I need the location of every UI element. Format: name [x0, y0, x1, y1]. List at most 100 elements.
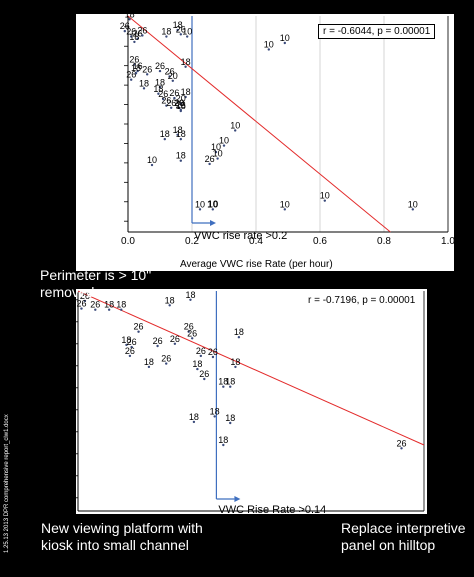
- data-point-label-24: 18: [225, 377, 235, 387]
- data-point-14: [134, 72, 138, 75]
- platform-caption-line2: kiosk into small channel: [41, 537, 189, 553]
- data-point-28: [222, 443, 225, 447]
- data-point-13: [136, 69, 139, 73]
- data-point-label-5: 18: [165, 295, 175, 305]
- data-point-47: [323, 199, 326, 202]
- data-point-label-18: 26: [126, 70, 136, 80]
- data-point-label-47: 10: [320, 191, 330, 201]
- data-point-label-6: 18: [161, 27, 171, 37]
- data-point-label-33: 18: [176, 101, 186, 111]
- data-point-label-24: 26: [158, 89, 168, 99]
- data-point-label-29: 20: [176, 93, 186, 103]
- data-point-label-40: 10: [213, 149, 223, 159]
- data-point-34: [176, 133, 179, 136]
- data-point-label-16: 26: [196, 346, 206, 356]
- data-point-12: [133, 63, 136, 66]
- data-point-9: [190, 337, 194, 340]
- data-point-16: [158, 69, 162, 73]
- data-point-label-1: 26: [76, 299, 86, 309]
- data-point-label-44: 10: [195, 199, 205, 209]
- data-point-label-6: 18: [185, 290, 195, 300]
- data-point-label-12: 26: [129, 55, 139, 65]
- data-point-label-4: 18: [116, 300, 126, 310]
- data-point-label-48: 10: [408, 199, 418, 209]
- x-tick-label-0: 0.0: [121, 236, 135, 247]
- data-point-2: [94, 308, 97, 311]
- data-point-label-12: 18: [121, 335, 131, 345]
- panel-caption-line1: Replace interpretive: [341, 520, 466, 536]
- data-point-42: [179, 159, 182, 162]
- data-point-label-8: 26: [176, 24, 186, 34]
- data-point-label-23: 18: [153, 84, 163, 94]
- data-point-28: [170, 106, 173, 110]
- data-point-15: [146, 73, 149, 76]
- x-tick-label-1: 0.2: [185, 236, 199, 247]
- data-point-label-37: 10: [230, 120, 240, 130]
- data-point-1: [80, 307, 83, 310]
- data-point-21: [234, 365, 237, 369]
- data-point-label-2: 26: [90, 300, 100, 310]
- data-point-label-11: 10: [264, 39, 274, 49]
- data-point-27: [165, 104, 168, 107]
- data-point-36: [179, 137, 182, 141]
- data-point-label-41: 26: [205, 154, 215, 164]
- chart-1-x-axis-label: Average VWC rise Rate (per hour): [180, 259, 333, 270]
- data-point-label-17: 18: [181, 57, 191, 67]
- data-point-label-0: 18: [125, 14, 135, 19]
- data-point-19: [147, 365, 151, 369]
- data-point-label-10: 26: [170, 334, 180, 344]
- data-point-3: [136, 37, 139, 40]
- data-point-20: [196, 367, 199, 371]
- data-point-label-3: 26: [133, 29, 143, 39]
- data-point-23: [157, 92, 160, 95]
- data-point-label-28: 26: [166, 98, 176, 108]
- data-point-label-43: 10: [147, 155, 157, 165]
- data-point-label-14: 26: [153, 336, 163, 346]
- data-point-label-11: 18: [234, 327, 244, 337]
- data-point-25: [213, 415, 216, 418]
- data-point-label-2: 26: [126, 27, 136, 37]
- data-point-5: [133, 40, 136, 44]
- data-point-4: [120, 308, 123, 311]
- data-point-1: [123, 29, 126, 33]
- x-tick-label-4: 0.8: [377, 236, 391, 247]
- chart-2-stat-text: r = -0.7196, p = 0.00001: [304, 294, 420, 307]
- platform-caption-line1: New viewing platform with: [41, 520, 203, 536]
- data-point-label-9: 10: [182, 27, 192, 37]
- data-point-33: [179, 109, 182, 113]
- data-point-label-4: 26: [137, 25, 147, 35]
- data-point-17: [211, 355, 215, 359]
- data-point-37: [234, 129, 237, 132]
- data-point-3: [107, 308, 111, 311]
- data-point-39: [214, 150, 218, 154]
- data-point-22: [203, 377, 206, 381]
- x-tick-label-3: 0.6: [313, 236, 327, 247]
- data-point-label-32: 26: [176, 100, 186, 110]
- data-point-0: [128, 18, 131, 21]
- data-point-label-10: 10: [280, 33, 290, 43]
- perimeter-caption-line2: removed: [40, 284, 95, 300]
- data-point-25: [173, 96, 176, 100]
- data-point-label-20: 20: [168, 71, 178, 81]
- data-point-label-3: 18: [104, 300, 114, 310]
- data-point-label-38: 10: [219, 136, 229, 146]
- threshold-label: VWC rise rate >0.2: [194, 230, 287, 242]
- data-point-label-39: 10: [211, 142, 221, 152]
- data-point-label-0: 26: [80, 291, 90, 301]
- data-point-10: [173, 342, 177, 345]
- data-point-13: [130, 345, 133, 349]
- perimeter-caption-line1: Perimeter is > 10": [40, 267, 152, 283]
- data-point-4: [141, 34, 144, 37]
- data-point-17: [184, 65, 187, 68]
- data-point-18: [130, 78, 133, 81]
- chart-1-stat-text: r = -0.6044, p = 0.00001: [318, 24, 436, 39]
- data-point-24: [162, 97, 165, 101]
- data-point-label-25: 18: [210, 406, 220, 416]
- data-point-12: [125, 343, 128, 347]
- data-point-label-22: 18: [139, 78, 149, 88]
- data-point-label-35: 18: [160, 129, 170, 139]
- data-point-8: [187, 330, 190, 333]
- regression-line: [77, 290, 425, 446]
- data-point-label-13: 26: [127, 337, 137, 347]
